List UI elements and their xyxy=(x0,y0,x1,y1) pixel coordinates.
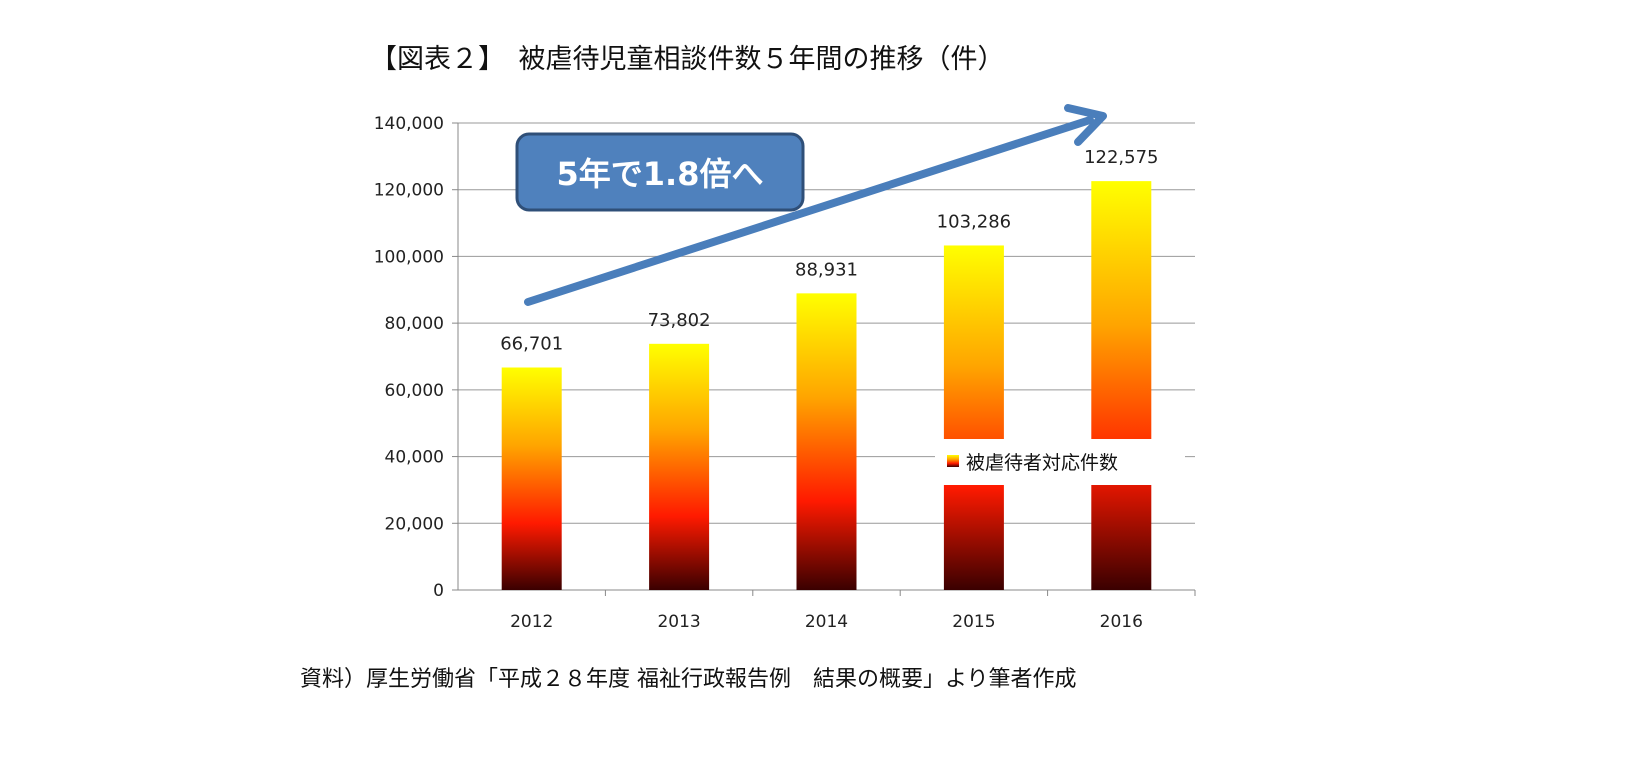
x-tick-label: 2015 xyxy=(952,612,995,632)
bar-2016 xyxy=(1091,181,1152,590)
data-label: 103,286 xyxy=(937,211,1011,232)
y-tick-label: 100,000 xyxy=(374,247,444,267)
data-label: 66,701 xyxy=(500,334,563,355)
x-tick-label: 2012 xyxy=(510,612,553,632)
y-tick-label: 20,000 xyxy=(385,514,444,534)
data-label: 88,931 xyxy=(795,259,858,280)
y-tick-label: 60,000 xyxy=(385,381,444,401)
bar-2013 xyxy=(649,343,710,590)
x-axis-ticks: 2012 2013 2014 2015 2016 xyxy=(510,612,1143,632)
source-note: 資料）厚生労働省「平成２８年度 福祉行政報告例 結果の概要」より筆者作成 xyxy=(300,667,1077,692)
y-tick-label: 40,000 xyxy=(385,448,444,468)
data-label: 73,802 xyxy=(648,310,711,331)
legend-swatch xyxy=(947,455,959,467)
chart-title: 【図表２】 被虐待児童相談件数５年間の推移（件） xyxy=(370,44,1005,75)
x-tick-label: 2016 xyxy=(1100,612,1143,632)
y-tick-label: 0 xyxy=(433,581,444,601)
x-tick-label: 2014 xyxy=(805,612,848,632)
y-tick-label: 120,000 xyxy=(374,181,444,201)
legend: 被虐待者対応件数 xyxy=(935,439,1185,485)
bars xyxy=(501,181,1152,590)
x-tick-label: 2013 xyxy=(657,612,700,632)
bar-2012 xyxy=(501,367,562,590)
legend-background xyxy=(935,439,1185,485)
callout-text: 5年で1.8倍へ xyxy=(557,155,764,193)
y-axis-ticks: 0 20,000 40,000 60,000 80,000 100,000 120,000 1… xyxy=(374,114,444,601)
y-tick-label: 80,000 xyxy=(385,314,444,334)
bar-2015 xyxy=(943,245,1004,590)
callout-box: 5年で1.8倍へ xyxy=(515,132,805,212)
bar-2014 xyxy=(796,293,857,590)
data-labels: 66,701 73,802 88,931 103,286 122,575 xyxy=(500,147,1158,354)
data-label: 122,575 xyxy=(1084,147,1158,168)
legend-label: 被虐待者対応件数 xyxy=(966,452,1118,474)
trend-arrow xyxy=(524,104,1107,306)
y-tick-label: 140,000 xyxy=(374,114,444,134)
